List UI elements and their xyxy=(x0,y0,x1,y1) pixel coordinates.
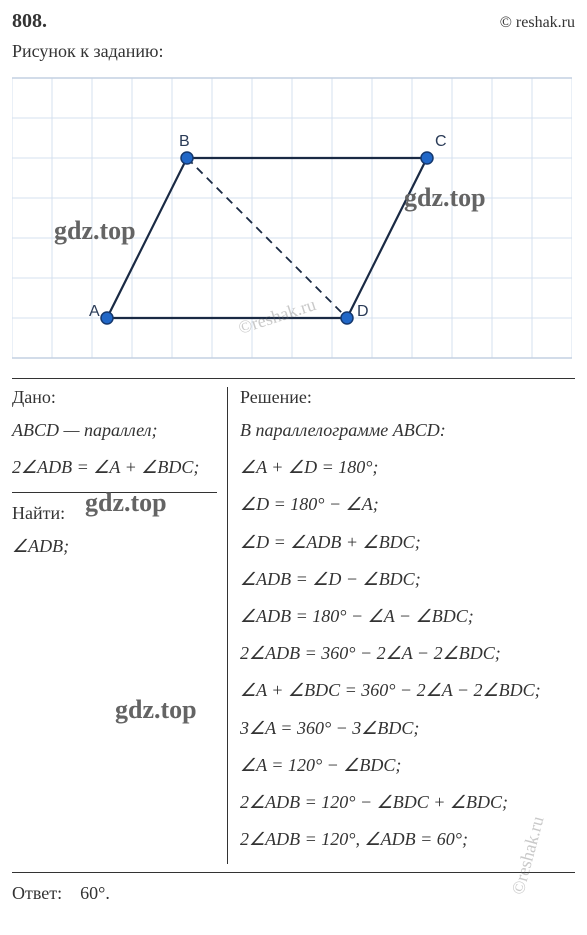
header-row: 808. © reshak.ru xyxy=(12,10,575,33)
geometry-diagram: ABCD gdz.top gdz.top ©reshak.ru xyxy=(12,68,572,368)
svg-text:A: A xyxy=(89,303,100,320)
top-divider xyxy=(12,378,575,379)
given-find-divider xyxy=(12,492,217,493)
solution-line: ∠ADB = ∠D − ∠BDC; xyxy=(240,567,575,592)
right-column: Решение: В параллелограмме ABCD: ∠A + ∠D … xyxy=(227,387,575,864)
svg-text:B: B xyxy=(179,133,190,150)
solution-line: ∠A + ∠BDC = 360° − 2∠A − 2∠BDC; xyxy=(240,678,575,703)
solution-line: В параллелограмме ABCD: xyxy=(240,418,575,443)
answer-row: Ответ: 60°. xyxy=(12,883,575,904)
solution-line: 2∠ADB = 360° − 2∠A − 2∠BDC; xyxy=(240,641,575,666)
find-heading: Найти: xyxy=(12,503,217,524)
solution-line: ∠A + ∠D = 180°; xyxy=(240,455,575,480)
solution-line: 3∠A = 360° − 3∠BDC; xyxy=(240,716,575,741)
given-heading: Дано: xyxy=(12,387,217,408)
answer-value: 60°. xyxy=(80,883,110,903)
content-table: Дано: ABCD — параллел; 2∠ADB = ∠A + ∠BDC;… xyxy=(12,387,575,864)
solution-line: ∠D = 180° − ∠A; xyxy=(240,492,575,517)
given-line: ABCD — параллел; xyxy=(12,418,217,443)
solution-heading: Решение: xyxy=(240,387,575,408)
solution-line: ∠D = ∠ADB + ∠BDC; xyxy=(240,530,575,555)
solution-line: ∠A = 120° − ∠BDC; xyxy=(240,753,575,778)
copyright-text: © reshak.ru xyxy=(500,14,575,32)
solution-line: ∠ADB = 180° − ∠A − ∠BDC; xyxy=(240,604,575,629)
left-column: Дано: ABCD — параллел; 2∠ADB = ∠A + ∠BDC;… xyxy=(12,387,227,864)
svg-text:C: C xyxy=(435,133,447,150)
bottom-divider xyxy=(12,872,575,873)
diagram-svg: A B C D xyxy=(12,68,572,368)
svg-text:D: D xyxy=(357,303,369,320)
find-line: ∠ADB; xyxy=(12,534,217,559)
solution-line: 2∠ADB = 120°, ∠ADB = 60°; xyxy=(240,827,575,852)
problem-number: 808. xyxy=(12,10,47,33)
diagram-subtitle: Рисунок к заданию: xyxy=(12,41,575,62)
given-line: 2∠ADB = ∠A + ∠BDC; xyxy=(12,455,217,480)
solution-line: 2∠ADB = 120° − ∠BDC + ∠BDC; xyxy=(240,790,575,815)
answer-label: Ответ: xyxy=(12,883,62,903)
